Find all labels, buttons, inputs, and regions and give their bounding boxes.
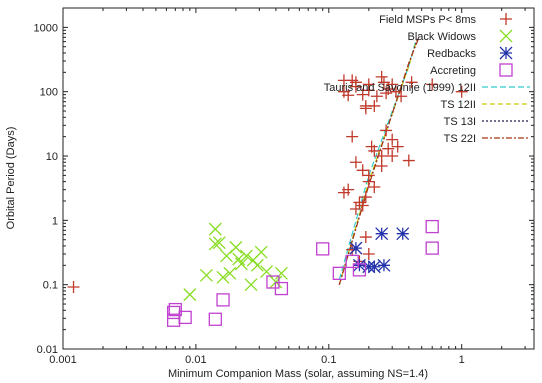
legend-marker bbox=[499, 63, 513, 77]
legend: Field MSPs P< 8ms Black Widows Redbacks Acc… bbox=[324, 13, 530, 145]
data-point-plus bbox=[349, 203, 362, 216]
data-point-plus bbox=[342, 89, 355, 102]
x-tick-label: 1 bbox=[459, 354, 465, 366]
data-point-plus bbox=[377, 76, 390, 89]
data-point-plus bbox=[349, 76, 362, 89]
data-point-cross bbox=[183, 288, 197, 302]
y-axis-ticks: 0.01 0.1 1 10 100 1000 bbox=[34, 7, 534, 356]
data-point-plus bbox=[356, 88, 369, 101]
legend-label: Black Widows bbox=[408, 31, 477, 43]
data-point-square bbox=[274, 281, 289, 296]
data-point-plus bbox=[368, 144, 381, 157]
data-point-plus bbox=[362, 247, 375, 260]
data-point-plus bbox=[375, 70, 388, 83]
data-point-cross bbox=[244, 278, 258, 292]
data-point-plus bbox=[375, 159, 388, 172]
data-point-square bbox=[332, 266, 346, 280]
y-tick-label: 1000 bbox=[34, 22, 58, 34]
data-point-plus bbox=[402, 154, 415, 167]
data-point-star bbox=[377, 258, 391, 272]
data-point-plus bbox=[386, 78, 399, 91]
data-point-plus bbox=[426, 78, 439, 91]
data-point-cross bbox=[234, 257, 248, 271]
data-point-plus bbox=[349, 156, 362, 169]
legend-label: Tauris and Savonije (1999) 12II bbox=[324, 82, 476, 94]
legend-label: Accreting bbox=[430, 65, 476, 77]
legend-marker bbox=[500, 13, 512, 25]
data-point-plus bbox=[391, 140, 404, 153]
data-point-square bbox=[178, 310, 192, 325]
y-tick-label: 0.1 bbox=[43, 280, 58, 292]
y-axis-label: Orbital Period (Days) bbox=[5, 127, 17, 230]
model-curve bbox=[338, 36, 420, 285]
legend-marker bbox=[499, 46, 513, 60]
data-point-plus bbox=[395, 90, 408, 103]
model-curves bbox=[338, 36, 420, 285]
data-point-plus bbox=[356, 164, 369, 177]
data-point-star bbox=[352, 258, 366, 272]
data-point-cross bbox=[229, 240, 243, 254]
data-point-plus bbox=[356, 199, 369, 212]
data-point-plus bbox=[346, 130, 359, 143]
x-tick-label: 0.1 bbox=[321, 354, 336, 366]
legend-label: TS 12II bbox=[441, 99, 476, 111]
y-tick-label: 10 bbox=[46, 151, 58, 163]
legend-label: Redbacks bbox=[427, 48, 476, 60]
data-point-star bbox=[375, 227, 389, 241]
data-point-plus bbox=[386, 150, 399, 163]
data-point-plus bbox=[359, 102, 372, 115]
y-tick-label: 1 bbox=[52, 215, 58, 227]
data-point-square bbox=[345, 254, 359, 269]
legend-label: Field MSPs P< 8ms bbox=[379, 14, 476, 26]
data-point-plus bbox=[359, 231, 372, 244]
y-tick-label: 0.01 bbox=[37, 344, 58, 356]
data-point-square bbox=[352, 263, 367, 277]
x-axis-ticks: 0.001 0.01 0.1 1 bbox=[49, 8, 526, 366]
data-point-cross bbox=[199, 268, 213, 282]
data-points bbox=[67, 70, 468, 327]
data-point-plus bbox=[67, 281, 80, 294]
data-point-plus bbox=[353, 196, 366, 209]
data-point-plus bbox=[380, 124, 393, 137]
plot-frame bbox=[62, 7, 535, 350]
data-point-star bbox=[367, 260, 381, 274]
data-point-square bbox=[168, 302, 182, 317]
legend-marker bbox=[499, 29, 513, 43]
data-point-cross bbox=[223, 266, 237, 280]
data-point-plus bbox=[405, 76, 418, 89]
data-point-plus bbox=[368, 180, 381, 193]
data-point-cross bbox=[274, 266, 288, 280]
data-point-square bbox=[425, 219, 439, 234]
data-point-cross bbox=[250, 258, 264, 272]
data-point-plus bbox=[359, 191, 372, 204]
data-point-cross bbox=[239, 249, 253, 263]
legend-label: TS 13I bbox=[444, 116, 476, 128]
data-point-plus bbox=[342, 183, 355, 196]
data-point-plus bbox=[362, 175, 375, 188]
data-point-cross bbox=[216, 270, 230, 284]
x-axis-label: Minimum Companion Mass (solar, assuming … bbox=[168, 368, 428, 380]
x-tick-label: 0.001 bbox=[49, 354, 77, 366]
data-point-cross bbox=[212, 236, 226, 250]
data-point-star bbox=[396, 227, 410, 241]
data-point-square bbox=[425, 241, 439, 255]
data-point-plus bbox=[386, 133, 399, 146]
data-point-square bbox=[216, 293, 230, 307]
data-point-plus bbox=[362, 84, 375, 97]
data-point-star bbox=[349, 241, 363, 255]
data-point-plus bbox=[368, 99, 381, 112]
x-tick-label: 0.01 bbox=[185, 354, 206, 366]
data-point-plus bbox=[370, 90, 383, 103]
data-point-square bbox=[208, 312, 222, 326]
data-point-plus bbox=[455, 85, 468, 98]
y-tick-label: 100 bbox=[40, 87, 58, 99]
data-point-cross bbox=[208, 237, 222, 251]
data-point-cross bbox=[208, 222, 222, 236]
data-point-cross bbox=[254, 245, 268, 259]
data-point-plus bbox=[382, 142, 395, 155]
data-point-square bbox=[316, 242, 330, 256]
legend-label: TS 22I bbox=[444, 133, 476, 145]
